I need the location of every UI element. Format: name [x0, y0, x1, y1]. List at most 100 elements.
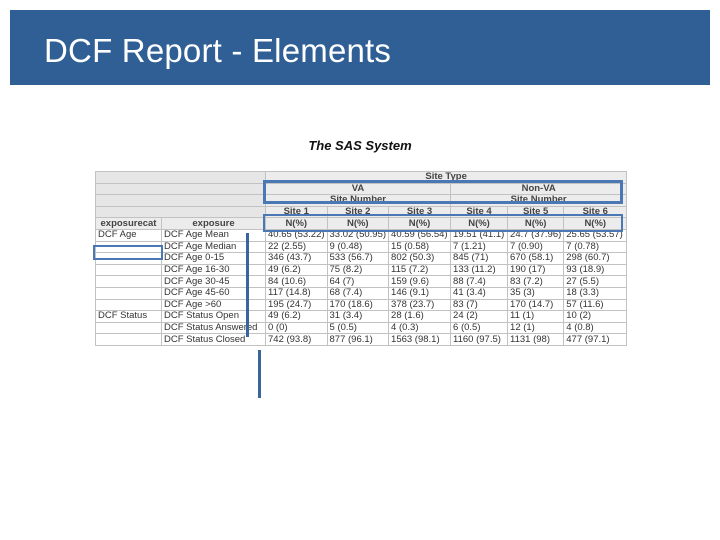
value-cell: 40.59 (56.54) [388, 228, 452, 242]
table-row: DCF Age DCF Age Mean 40.65 (53.22) 33.02 (5… [95, 228, 628, 242]
exposurecat-cell [95, 252, 162, 265]
site-header: Site 2 [326, 205, 390, 219]
value-cell: 84 (10.6) [265, 275, 328, 288]
table-row: DCF Age 30-45 84 (10.6) 64 (7) 159 (9.6) 88 … [95, 275, 628, 288]
sas-system-title: The SAS System [308, 138, 412, 153]
slide-title: DCF Report - Elements [44, 32, 392, 69]
value-cell: 802 (50.3) [388, 252, 452, 265]
exposure-cell: DCF Status Answered [161, 321, 266, 335]
value-cell: 845 (71) [450, 252, 509, 265]
table-row: DCF Status Closed 742 (93.8) 877 (96.1) 156… [95, 333, 628, 346]
value-cell: 0 (0) [265, 321, 328, 335]
exposure-cell: DCF Age 45-60 [161, 286, 266, 300]
value-cell: 133 (11.2) [450, 263, 509, 277]
value-cell: 298 (60.7) [563, 252, 628, 265]
exposurecat-cell [95, 321, 162, 335]
table-row: DCF Age >60 195 (24.7) 170 (18.6) 378 (23.7… [95, 298, 628, 312]
exposure-cell: DCF Age 30-45 [161, 275, 266, 288]
value-cell: 28 (1.6) [388, 310, 452, 323]
slide-title-bar: DCF Report - Elements [10, 10, 710, 85]
table-row: DCF Age 0-15 346 (43.7) 533 (56.7) 802 (50.… [95, 252, 628, 265]
table-row: DCF Age 45-60 117 (14.8) 68 (7.4) 146 (9.1)… [95, 286, 628, 300]
nperc-header: N(%) [507, 217, 565, 230]
exposurecat-cell: DCF Status [95, 310, 162, 323]
site-header: Site 5 [507, 205, 565, 219]
value-cell: 31 (3.4) [326, 310, 390, 323]
value-cell: 33.02 (50.95) [326, 228, 390, 242]
value-cell: 25.65 (53.57) [563, 228, 628, 242]
exposurecat-header: exposurecat [95, 217, 162, 230]
exposure-cell: DCF Age >60 [161, 298, 266, 312]
exposure-cell: DCF Status Closed [161, 333, 266, 346]
value-cell: 7 (1.21) [450, 240, 509, 254]
value-cell: 12 (1) [507, 321, 565, 335]
nperc-header: N(%) [563, 217, 628, 230]
value-cell: 64 (7) [326, 275, 390, 288]
exposurecat-cell [95, 333, 162, 346]
values-highlight-line [258, 350, 261, 398]
value-cell: 533 (56.7) [326, 252, 390, 265]
value-cell: 6 (0.5) [450, 321, 509, 335]
header-row-site-number: Site Number Site Number [95, 194, 628, 207]
value-cell: 670 (58.1) [507, 252, 565, 265]
exposurecat-cell: DCF Age [95, 228, 162, 242]
value-cell: 35 (3) [507, 286, 565, 300]
value-cell: 57 (11.6) [563, 298, 628, 312]
value-cell: 4 (0.3) [388, 321, 452, 335]
header-row-site-type: Site Type [95, 171, 628, 184]
site-number-label-va: Site Number [264, 194, 452, 207]
value-cell: 1131 (98) [507, 333, 565, 346]
value-cell: 22 (2.55) [265, 240, 328, 254]
header-row-sites: Site 1 Site 2 Site 3 Site 4 Site 5 Site … [95, 205, 628, 219]
nperc-header: N(%) [388, 217, 452, 230]
value-cell: 742 (93.8) [265, 333, 328, 346]
value-cell: 19.51 (41.1) [450, 228, 509, 242]
exposure-cell: DCF Age 0-15 [161, 252, 266, 265]
exposurecat-cell [95, 263, 162, 277]
site-type-label: Site Type [264, 171, 628, 184]
site-header: Site 4 [450, 205, 509, 219]
nperc-header: N(%) [265, 217, 328, 230]
value-cell: 11 (1) [507, 310, 565, 323]
value-cell: 68 (7.4) [326, 286, 390, 300]
exposure-cell: DCF Age Median [161, 240, 266, 254]
value-cell: 24 (2) [450, 310, 509, 323]
value-cell: 877 (96.1) [326, 333, 390, 346]
value-cell: 88 (7.4) [450, 275, 509, 288]
value-cell: 24.7 (37.96) [507, 228, 565, 242]
value-cell: 83 (7) [450, 298, 509, 312]
value-cell: 18 (3.3) [563, 286, 628, 300]
header-row-columns: exposurecat exposure N(%) N(%) N(%) N(%)… [95, 217, 628, 230]
exposurecat-cell [95, 298, 162, 312]
table-row: DCF Age Median 22 (2.55) 9 (0.48) 15 (0.58)… [95, 240, 628, 254]
header-row-site-types: VA Non-VA [95, 182, 628, 196]
value-cell: 1563 (98.1) [388, 333, 452, 346]
site-type-nonva: Non-VA [450, 182, 628, 196]
exposure-cell: DCF Age 16-30 [161, 263, 266, 277]
value-cell: 75 (8.2) [326, 263, 390, 277]
exposure-highlight-line [246, 233, 249, 337]
table-row: DCF Status DCF Status Open 49 (6.2) 31 (3.4… [95, 310, 628, 323]
table-row: DCF Age 16-30 49 (6.2) 75 (8.2) 115 (7.2) 13… [95, 263, 628, 277]
nperc-header: N(%) [326, 217, 390, 230]
exposurecat-cell [95, 286, 162, 300]
value-cell: 41 (3.4) [450, 286, 509, 300]
value-cell: 170 (18.6) [326, 298, 390, 312]
site-header: Site 3 [388, 205, 452, 219]
value-cell: 159 (9.6) [388, 275, 452, 288]
value-cell: 117 (14.8) [265, 286, 328, 300]
value-cell: 195 (24.7) [265, 298, 328, 312]
value-cell: 9 (0.48) [326, 240, 390, 254]
value-cell: 5 (0.5) [326, 321, 390, 335]
site-header: Site 1 [265, 205, 328, 219]
value-cell: 40.65 (53.22) [265, 228, 328, 242]
value-cell: 115 (7.2) [388, 263, 452, 277]
table-row: DCF Status Answered 0 (0) 5 (0.5) 4 (0.3) 6 … [95, 321, 628, 335]
value-cell: 1160 (97.5) [450, 333, 509, 346]
value-cell: 93 (18.9) [563, 263, 628, 277]
value-cell: 27 (5.5) [563, 275, 628, 288]
value-cell: 378 (23.7) [388, 298, 452, 312]
value-cell: 83 (7.2) [507, 275, 565, 288]
value-cell: 7 (0.78) [563, 240, 628, 254]
exposurecat-cell [95, 240, 162, 254]
